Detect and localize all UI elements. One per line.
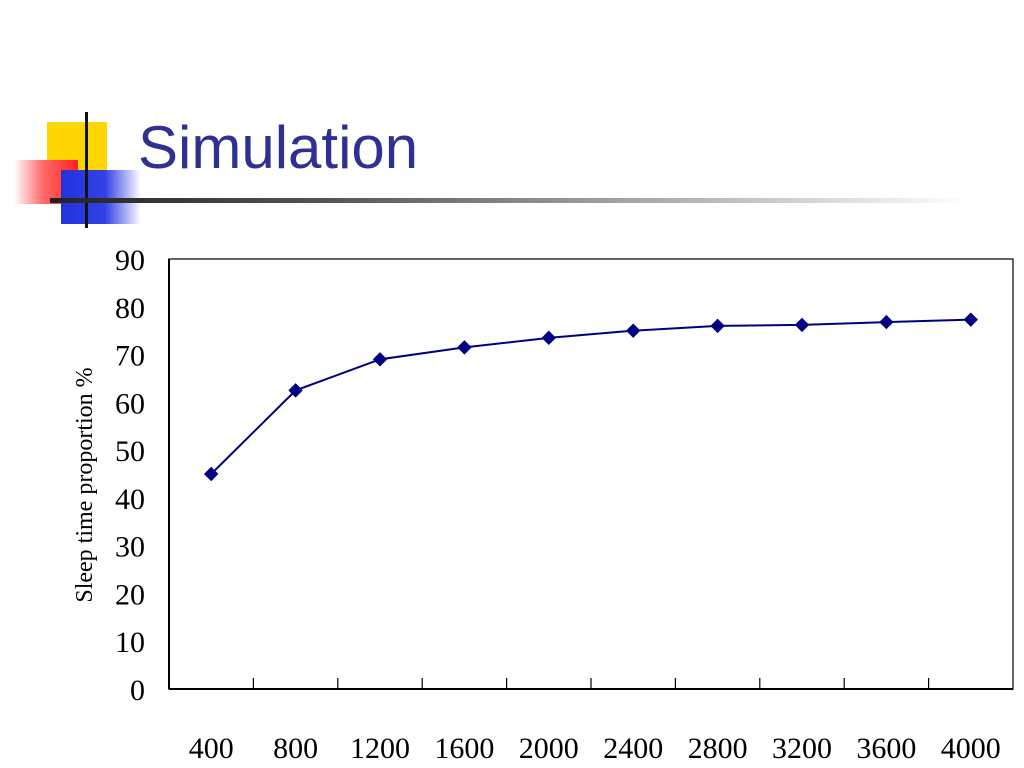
data-point: [203, 466, 219, 482]
data-point: [541, 330, 557, 346]
data-point: [710, 318, 725, 334]
x-tick-label: 3200: [772, 732, 832, 765]
chart-axes: [168, 258, 1014, 690]
x-tick-label: 4000: [941, 732, 1001, 765]
x-tick-label: 3600: [856, 732, 916, 765]
y-axis-label: Sleep time proportion %: [72, 367, 98, 602]
data-point: [963, 312, 979, 327]
decor-title-underline: [50, 198, 970, 203]
x-tick-label: 1600: [434, 732, 494, 765]
y-tick-label: 20: [115, 578, 145, 611]
series-line: [210, 318, 971, 475]
slide-title: Simulation: [138, 114, 419, 181]
y-tick-labels: 0 10 20 30 40 50 60 70 80 90: [115, 244, 145, 707]
y-tick-label: 30: [115, 531, 145, 564]
decor-blue-square: [61, 170, 141, 224]
y-tick-label: 80: [115, 292, 145, 325]
x-tick-label: 2400: [603, 732, 663, 765]
data-point: [879, 314, 894, 330]
y-tick-label: 70: [115, 340, 145, 373]
series-group: [203, 312, 979, 482]
x-tick-label: 800: [273, 732, 318, 765]
x-tick-label: 2000: [519, 732, 579, 765]
x-tick-labels: 400 800 1200 1600 2000 2400 2800 3200 3600 4000: [189, 732, 1001, 765]
y-tick-label: 0: [130, 674, 145, 707]
data-point: [625, 323, 641, 338]
data-point: [288, 383, 303, 398]
y-tick-label: 10: [115, 626, 145, 659]
x-tick-label: 2800: [688, 732, 748, 765]
x-tick-label: 1200: [350, 732, 410, 765]
y-tick-label: 60: [115, 387, 145, 420]
y-tick-label: 40: [115, 483, 145, 516]
data-point: [457, 340, 472, 355]
decor-vertical-line: [85, 112, 88, 228]
y-tick-label: 50: [115, 435, 145, 468]
data-point: [372, 352, 388, 367]
data-point: [794, 317, 810, 333]
x-tick-label: 400: [189, 732, 234, 765]
y-tick-label: 90: [115, 244, 145, 277]
